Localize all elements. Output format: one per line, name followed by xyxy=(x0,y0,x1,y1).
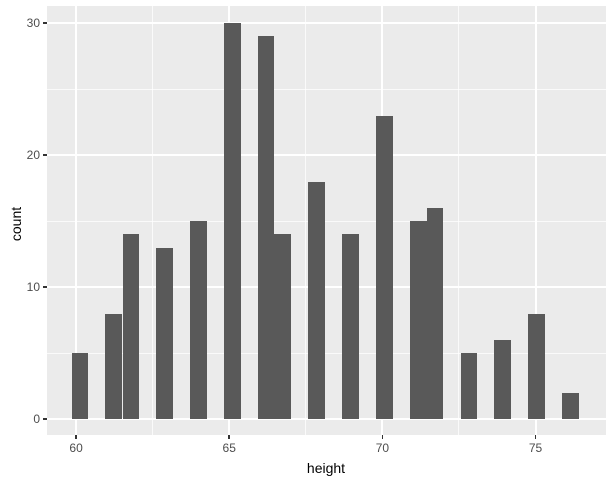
y-tick-label: 20 xyxy=(26,148,40,163)
histogram-bar xyxy=(528,313,545,420)
x-tick-label: 70 xyxy=(375,441,390,455)
gridline-minor-y xyxy=(47,352,606,354)
y-tick-mark xyxy=(43,286,47,288)
histogram-bar xyxy=(426,208,444,420)
histogram-bar xyxy=(308,181,326,420)
plot-panel xyxy=(47,6,606,435)
histogram-bar xyxy=(562,392,579,420)
histogram-bar xyxy=(223,23,241,420)
y-tick-label: 0 xyxy=(33,412,40,427)
y-tick-mark xyxy=(43,418,47,420)
y-tick-label: 10 xyxy=(26,280,40,295)
gridline-minor-x xyxy=(152,6,154,435)
gridline-major-y xyxy=(47,286,606,289)
y-tick-mark xyxy=(43,22,47,24)
gridline-minor-y xyxy=(47,88,606,90)
gridline-major-y xyxy=(47,154,606,157)
x-tick-mark xyxy=(75,435,77,439)
histogram-bar xyxy=(156,247,174,420)
x-tick-label: 60 xyxy=(69,441,83,455)
gridline-major-x xyxy=(75,6,78,435)
histogram-bar xyxy=(342,234,359,420)
x-axis-title: height xyxy=(306,460,346,476)
histogram-bar xyxy=(189,221,207,420)
x-tick-mark xyxy=(228,435,230,439)
histogram-bar xyxy=(376,115,393,420)
gridline-minor-x xyxy=(458,6,460,435)
histogram-bar xyxy=(105,313,123,420)
x-tick-label: 65 xyxy=(222,441,236,455)
gridline-minor-y xyxy=(47,220,606,222)
gridline-major-y xyxy=(47,22,606,25)
gridline-major-x xyxy=(534,6,537,435)
gridline-minor-x xyxy=(305,6,307,435)
histogram-bar xyxy=(274,234,292,420)
x-tick-mark xyxy=(381,435,384,439)
histogram-bar xyxy=(257,36,275,420)
histogram-bar xyxy=(71,353,89,420)
histogram-bar xyxy=(494,340,512,420)
histogram-bar xyxy=(122,234,140,420)
y-axis-title: count xyxy=(8,206,24,242)
histogram-bar xyxy=(409,221,427,420)
x-tick-label: 75 xyxy=(528,441,543,455)
gridline-major-y xyxy=(47,418,606,421)
x-tick-mark xyxy=(534,435,537,439)
y-tick-label: 30 xyxy=(26,16,40,31)
y-tick-mark xyxy=(43,154,47,156)
histogram-bar xyxy=(460,353,478,420)
